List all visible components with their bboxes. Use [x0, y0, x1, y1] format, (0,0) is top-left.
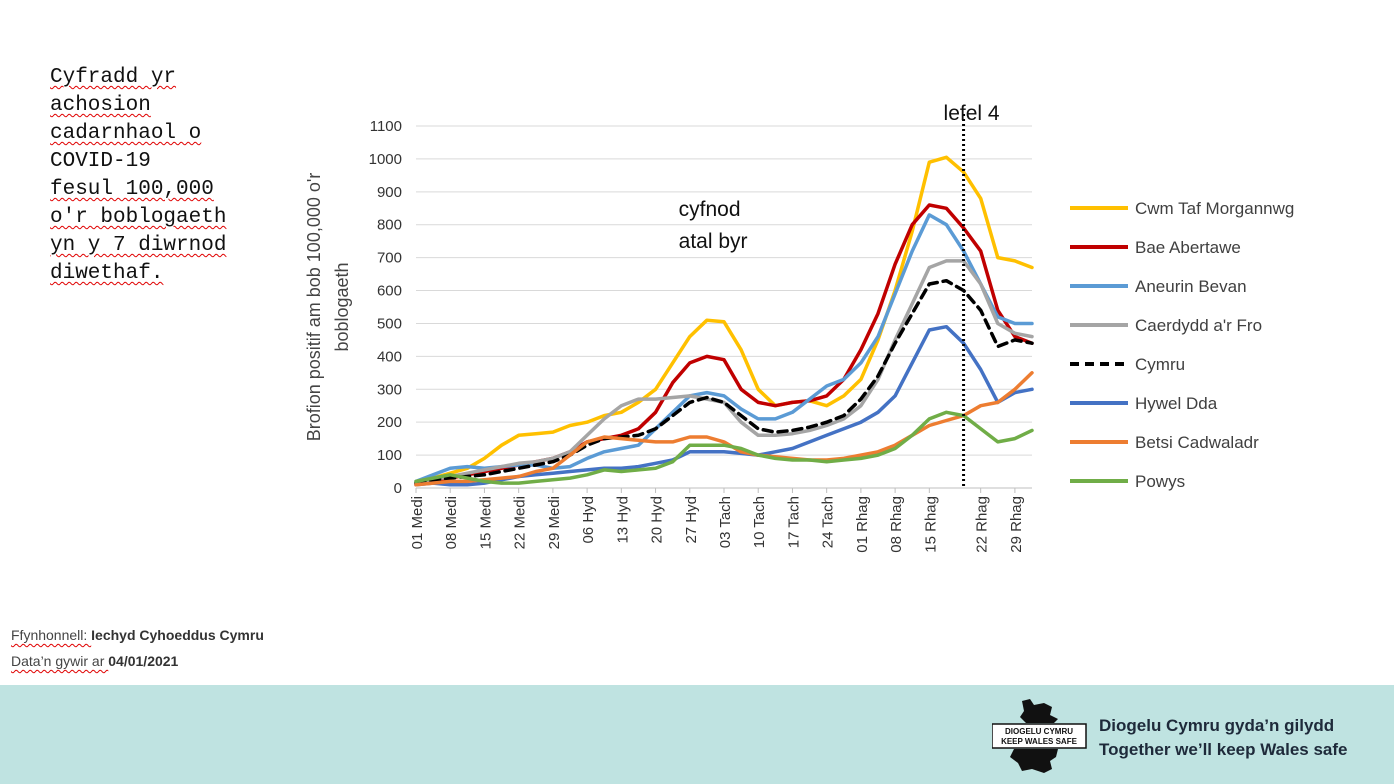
- series-line: [414, 410, 1034, 485]
- title-line: Cyfradd yr: [50, 66, 177, 89]
- shade-label-line2: atal byr: [679, 230, 748, 253]
- y-tick-label: 500: [377, 315, 402, 332]
- y-tick-label: 400: [377, 348, 402, 365]
- series-line: [414, 324, 1034, 487]
- x-tick-label: 03 Tach: [717, 496, 734, 548]
- grid: [416, 125, 1032, 456]
- source-name: Iechyd Cyhoeddus Cymru: [91, 627, 264, 643]
- y-tick-label: 800: [377, 217, 402, 234]
- shade-label-line1: cyfnod: [679, 198, 741, 221]
- date-value: 04/01/2021: [108, 653, 179, 669]
- shaded-period-layer: cyfnod atal byr: [679, 198, 748, 253]
- y-tick-label: 300: [377, 381, 402, 398]
- legend: Cwm Taf Morgannwg Bae Abertawe Aneurin Bev…: [1070, 199, 1294, 491]
- legend-label: Hywel Dda: [1135, 394, 1218, 413]
- title-line: yn y 7 diwrnod: [50, 234, 227, 257]
- slide-title: Cyfradd yr achosion cadarnhaol o COVID-1…: [50, 64, 290, 288]
- x-tick-label: 24 Tach: [820, 496, 837, 548]
- wales-map-lower-icon: [1010, 749, 1058, 773]
- series-line: [414, 259, 1034, 485]
- x-tick-label: 22 Rhag: [974, 496, 991, 553]
- source-block: Ffynhonnell: Iechyd Cyhoeddus Cymru Data…: [11, 622, 264, 674]
- x-tick-label: 22 Medi: [512, 496, 529, 549]
- footer-band: [0, 685, 1394, 784]
- x-tick-label: 29 Rhag: [1008, 496, 1025, 553]
- level4-layer: lefel 4: [944, 102, 1000, 488]
- title-line: cadarnhaol o: [50, 122, 202, 145]
- x-tick-label: 01 Medi: [409, 496, 426, 549]
- title-line: diwethaf.: [50, 262, 164, 285]
- title-line: COVID-19: [50, 150, 151, 173]
- title-line: achosion: [50, 94, 151, 117]
- level4-label: lefel 4: [944, 102, 1000, 125]
- x-tick-label: 08 Rhag: [888, 496, 905, 553]
- y-axis-label-line1: Brofion positif am bob 100,000 o'r: [304, 173, 324, 442]
- tagline-en: Together we’ll keep Wales safe: [1099, 740, 1348, 759]
- wales-map-icon: [1020, 699, 1058, 723]
- x-tick-label: 10 Tach: [751, 496, 768, 548]
- x-tick-label: 13 Hyd: [614, 496, 631, 544]
- covid-rate-chart: cyfnod atal byr lefel 4 0 100 200 300 400 500 6…: [304, 102, 1294, 553]
- legend-label: Powys: [1135, 472, 1185, 491]
- series-layer: [414, 155, 1034, 487]
- x-tick-label: 06 Hyd: [580, 496, 597, 544]
- footer-tagline: Diogelu Cymru gyda’n gilydd Together we’…: [1099, 714, 1347, 762]
- series-line: [414, 155, 1034, 485]
- y-tick-label: 900: [377, 184, 402, 201]
- series-line: [414, 371, 1034, 487]
- title-line: o'r boblogaeth: [50, 206, 227, 229]
- y-tick-label: 700: [377, 250, 402, 267]
- x-tick-label: 08 Medi: [443, 496, 460, 549]
- y-axis-label-line2: boblogaeth: [332, 262, 352, 351]
- legend-label: Aneurin Bevan: [1135, 277, 1247, 296]
- y-tick-label: 0: [394, 480, 402, 497]
- tagline-cy: Diogelu Cymru gyda’n gilydd: [1099, 716, 1335, 735]
- x-tick-label: 29 Medi: [546, 496, 563, 549]
- x-tick-label: 20 Hyd: [649, 496, 666, 544]
- x-tick-label: 27 Hyd: [683, 496, 700, 544]
- legend-label: Cymru: [1135, 355, 1185, 374]
- source-prefix: Ffynhonnell:: [11, 627, 92, 643]
- keep-wales-safe-logo: DIOGELU CYMRU KEEP WALES SAFE: [992, 699, 1087, 773]
- legend-label: Bae Abertawe: [1135, 238, 1241, 257]
- x-tick-label: 15 Rhag: [922, 496, 939, 553]
- series-line: [414, 278, 1034, 485]
- x-tick-label: 17 Tach: [785, 496, 802, 548]
- logo-line-1: DIOGELU CYMRU: [1005, 727, 1073, 736]
- y-tick-label: 1100: [370, 118, 402, 135]
- x-tick-label: 15 Medi: [477, 496, 494, 549]
- logo-line-2: KEEP WALES SAFE: [1001, 737, 1078, 746]
- legend-label: Caerdydd a'r Fro: [1135, 316, 1262, 335]
- y-tick-label: 100: [377, 447, 402, 464]
- title-line: fesul 100,000: [50, 178, 214, 201]
- y-tick-label: 200: [377, 414, 402, 431]
- legend-label: Betsi Cadwaladr: [1135, 433, 1259, 452]
- y-tick-label: 600: [377, 283, 402, 300]
- legend-label: Cwm Taf Morgannwg: [1135, 199, 1294, 218]
- axes: 0 100 200 300 400 500 600 700 800 900 1000 1100 01 M…: [304, 118, 1032, 553]
- y-tick-label: 1000: [369, 151, 402, 168]
- date-prefix: Data’n gywir ar: [11, 653, 109, 669]
- x-tick-label: 01 Rhag: [854, 496, 871, 553]
